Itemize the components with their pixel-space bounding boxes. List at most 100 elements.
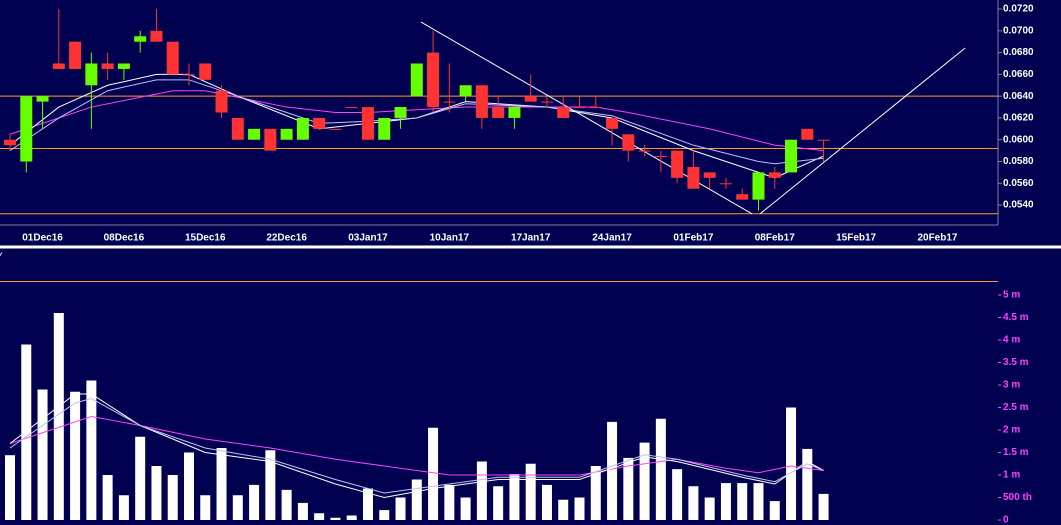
- volume-bar: [558, 499, 569, 520]
- volume-bar: [476, 461, 487, 520]
- volume-bar: [216, 448, 227, 520]
- volume-bar: [5, 455, 16, 520]
- x-tick-label: 08Dec16: [104, 233, 145, 244]
- candle-body: [248, 128, 261, 140]
- volume-bar: [655, 418, 666, 520]
- volume-bar: [704, 497, 715, 520]
- x-tick-label: 03Jan17: [348, 233, 388, 244]
- candle-body: [280, 128, 293, 140]
- x-tick-label: 17Jan17: [511, 233, 551, 244]
- candle-body: [52, 63, 65, 69]
- volume-bar: [167, 475, 178, 520]
- volume-bar: [444, 484, 455, 520]
- x-tick-label: 20Feb17: [917, 233, 957, 244]
- volume-bar: [37, 389, 48, 520]
- candle-body: [817, 139, 830, 141]
- volume-bar: [590, 466, 601, 520]
- y-tick-label: 1 m: [1003, 470, 1020, 481]
- y-tick-label: 0.0620: [1003, 113, 1034, 124]
- candle-body: [540, 101, 553, 103]
- candle-body: [101, 63, 114, 69]
- volume-bar: [232, 495, 243, 520]
- candle-body: [69, 41, 82, 69]
- candle-body: [215, 90, 228, 113]
- volume-bar: [346, 515, 357, 520]
- y-tick-label: 3 m: [1003, 380, 1020, 391]
- candle-body: [150, 30, 163, 42]
- volume-bar: [818, 493, 829, 520]
- candle-body: [36, 96, 49, 102]
- volume-bar: [574, 497, 585, 520]
- candle-body: [134, 36, 147, 42]
- volume-bar: [639, 442, 650, 520]
- candle-body: [801, 128, 814, 140]
- candle-body: [231, 117, 244, 140]
- y-tick-label: 0.0580: [1003, 156, 1034, 167]
- candle-body: [313, 117, 326, 129]
- x-tick-label: 01Feb17: [673, 233, 713, 244]
- volume-bar: [623, 457, 634, 520]
- volume-bar: [330, 517, 341, 520]
- volume-average: [9, 415, 824, 476]
- volume-bar: [70, 391, 81, 520]
- candle-body: [85, 63, 98, 86]
- candle-body: [719, 183, 732, 185]
- candle-body: [443, 101, 456, 103]
- volume-bar: [786, 407, 797, 520]
- x-tick-label: 24Jan17: [592, 233, 632, 244]
- x-tick-label: 01Dec16: [22, 233, 63, 244]
- candle-body: [752, 172, 765, 200]
- volume-bar: [737, 483, 748, 520]
- candle-body: [671, 150, 684, 178]
- volume-bar: [151, 466, 162, 520]
- volume-bar: [753, 483, 764, 520]
- candle-body: [4, 139, 17, 146]
- volume-bar: [135, 436, 146, 520]
- y-tick-label: 0.0540: [1003, 200, 1034, 211]
- y-tick-label: 0.0640: [1003, 91, 1034, 102]
- volume-bar: [428, 427, 439, 520]
- volume-bar: [265, 450, 276, 520]
- volume-average: [9, 393, 824, 499]
- candle-body: [606, 117, 619, 129]
- candle-body: [182, 74, 195, 76]
- volume-bar: [607, 421, 618, 520]
- volume-bar: [541, 484, 552, 520]
- volume-bar: [509, 474, 520, 520]
- candle-body: [687, 166, 700, 189]
- y-tick-label: 0.0600: [1003, 134, 1034, 145]
- volume-bar: [379, 510, 390, 520]
- candle-body: [524, 96, 537, 102]
- volume-bar: [525, 463, 536, 520]
- y-tick-label: 500 th: [1003, 492, 1032, 503]
- candle-body: [475, 85, 488, 118]
- x-tick-label: 15Feb17: [836, 233, 876, 244]
- volume-bar: [672, 469, 683, 520]
- volume-bar: [460, 497, 471, 520]
- y-tick-label: 5 m: [1003, 290, 1020, 301]
- volume-bar: [281, 489, 292, 520]
- volume-bar: [769, 501, 780, 520]
- y-tick-label: 2 m: [1003, 425, 1020, 436]
- volume-bar: [297, 502, 308, 520]
- candle-body: [785, 139, 798, 173]
- candle-body: [394, 107, 407, 118]
- volume-bar: [493, 486, 504, 520]
- candle-body: [508, 107, 521, 118]
- volume-bar: [411, 479, 422, 520]
- y-tick-label: 0.0680: [1003, 47, 1034, 58]
- candle-body: [199, 63, 212, 80]
- x-tick-label: 08Feb17: [755, 233, 795, 244]
- candle-body: [768, 172, 781, 178]
- y-tick-label: 2.5 m: [1003, 402, 1029, 413]
- x-tick-label: 10Jan17: [430, 233, 470, 244]
- volume-bar: [21, 344, 32, 520]
- x-tick-label: 15Dec16: [185, 233, 226, 244]
- volume-bar: [362, 488, 373, 520]
- x-tick-label: 22Dec16: [266, 233, 307, 244]
- candle-body: [117, 63, 130, 69]
- y-tick-label: 1.5 m: [1003, 447, 1029, 458]
- y-tick-label: 0.0700: [1003, 25, 1034, 36]
- candle-body: [622, 134, 635, 151]
